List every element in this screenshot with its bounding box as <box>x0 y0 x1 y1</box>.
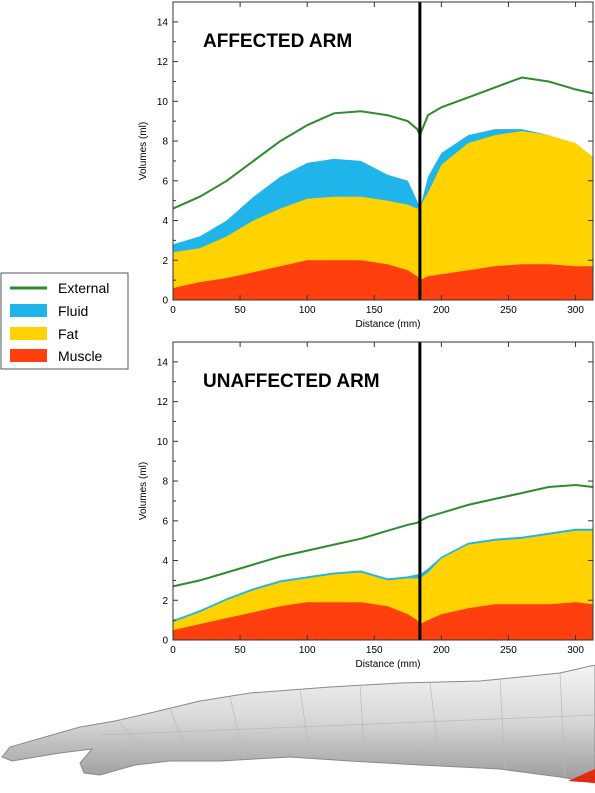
y-tick-label: 4 <box>162 556 168 567</box>
legend-label-fluid: Fluid <box>58 303 88 319</box>
x-tick-label: 250 <box>500 645 517 656</box>
arm-mesh-illustration <box>1 665 595 784</box>
x-tick-label: 200 <box>433 305 450 316</box>
x-tick-label: 150 <box>366 645 383 656</box>
x-tick-label: 50 <box>235 645 247 656</box>
plot-frame <box>172 1 594 301</box>
x-tick-label: 0 <box>170 305 176 316</box>
legend-label-external: External <box>58 280 109 296</box>
legend-swatch-fluid <box>10 304 47 317</box>
legend-label-fat: Fat <box>58 326 78 342</box>
fat-area <box>173 131 593 300</box>
x-tick-label: 0 <box>170 645 176 656</box>
y-tick-label: 10 <box>157 437 169 448</box>
x-axis-label: Distance (mm) <box>355 319 420 330</box>
x-tick-label: 150 <box>366 305 383 316</box>
x-tick-label: 250 <box>500 305 517 316</box>
y-tick-label: 6 <box>162 516 168 527</box>
x-tick-label: 100 <box>299 645 316 656</box>
chart-unaffected-arm: 0 2 4 6 8 10 12 14 0 50 100 150 200 250 300 Distance (m… <box>138 341 594 670</box>
x-tick-label: 50 <box>235 305 247 316</box>
y-tick-label: 10 <box>157 97 169 108</box>
y-axis-label: Volumes (ml) <box>138 122 149 180</box>
external-line <box>172 76 594 210</box>
y-tick-label: 14 <box>157 357 169 368</box>
legend-swatch-fat <box>10 327 47 340</box>
chart-title: UNAFFECTED ARM <box>203 371 380 392</box>
x-axis-label: Distance (mm) <box>355 659 420 670</box>
legend-label-muscle: Muscle <box>58 348 103 364</box>
y-tick-label: 8 <box>162 137 168 148</box>
y-tick-label: 12 <box>157 57 169 68</box>
external-line <box>172 483 594 588</box>
muscle-area <box>173 602 593 640</box>
y-tick-label: 12 <box>157 397 169 408</box>
chart-title: AFFECTED ARM <box>203 31 352 52</box>
chart-affected-arm: 0 2 4 6 8 10 12 14 0 50 100 150 200 250 300 Distance (m… <box>138 1 594 330</box>
y-tick-label: 6 <box>162 176 168 187</box>
y-tick-label: 0 <box>162 296 168 307</box>
x-tick-label: 300 <box>567 305 584 316</box>
legend-swatch-muscle <box>10 349 47 362</box>
y-tick-label: 14 <box>157 17 169 28</box>
y-tick-label: 4 <box>162 216 168 227</box>
x-tick-label: 100 <box>299 305 316 316</box>
legend: External Fluid Fat Muscle <box>0 272 129 370</box>
y-tick-label: 2 <box>162 256 168 267</box>
plot-frame <box>172 341 594 641</box>
y-tick-label: 2 <box>162 596 168 607</box>
y-axis-label: Volumes (ml) <box>138 462 149 520</box>
y-tick-label: 8 <box>162 477 168 488</box>
x-tick-label: 200 <box>433 645 450 656</box>
y-tick-label: 0 <box>162 636 168 647</box>
muscle-area <box>173 260 593 300</box>
x-tick-label: 300 <box>567 645 584 656</box>
